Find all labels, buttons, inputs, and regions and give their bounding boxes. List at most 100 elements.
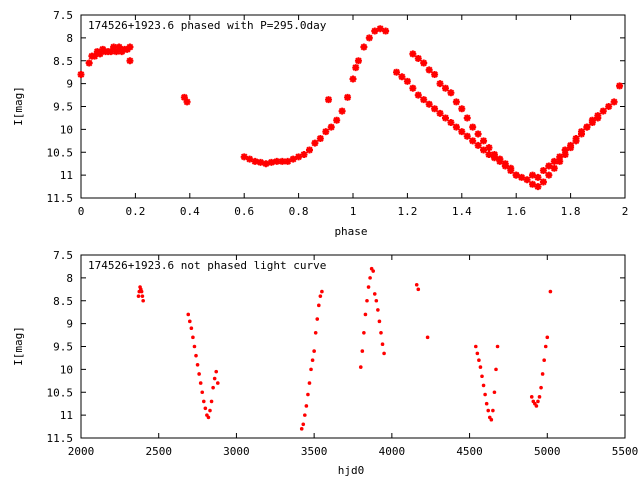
x-axis-label: hjd0: [338, 464, 365, 477]
x-tick-label: 2000: [68, 445, 95, 458]
chart-title: 174526+1923.6 not phased light curve: [88, 259, 326, 272]
data-point: [377, 319, 382, 324]
data-point: [300, 151, 308, 159]
data-point: [458, 105, 466, 113]
data-point: [91, 52, 99, 60]
data-point: [414, 91, 422, 99]
data-point: [475, 351, 480, 356]
data-point: [325, 96, 333, 104]
data-point: [306, 392, 310, 397]
data-point: [313, 330, 318, 335]
data-point: [616, 82, 624, 90]
x-tick-label: 0.2: [125, 205, 145, 218]
data-point: [139, 289, 144, 294]
x-tick-label: 1.4: [452, 205, 472, 218]
data-point: [556, 153, 564, 161]
data-point: [371, 269, 376, 273]
data-point: [534, 173, 542, 181]
data-point: [539, 178, 547, 186]
data-point: [200, 390, 205, 395]
data-point: [85, 59, 93, 67]
data-point: [382, 351, 386, 356]
data-point: [480, 146, 488, 154]
data-point: [534, 404, 539, 408]
data-point: [379, 330, 383, 335]
data-point: [485, 144, 493, 152]
data-point: [312, 349, 316, 353]
data-point: [481, 383, 486, 388]
data-point: [240, 153, 248, 161]
data-point: [317, 303, 321, 308]
data-point: [539, 167, 547, 175]
data-point: [278, 157, 286, 165]
unphased-light-curve-panel: 174526+1923.6 not phased light curve hjd…: [12, 249, 638, 477]
data-point: [344, 93, 352, 101]
data-point: [529, 171, 537, 179]
y-tick-label: 11.5: [47, 192, 74, 205]
data-point: [295, 153, 303, 161]
data-point: [561, 151, 569, 159]
data-point: [583, 123, 591, 131]
data-point: [257, 158, 265, 166]
data-point: [431, 70, 439, 78]
data-point: [545, 171, 553, 179]
data-point: [194, 353, 198, 358]
y-tick-label: 10.5: [47, 146, 74, 159]
data-point: [550, 157, 558, 165]
data-point: [605, 103, 613, 110]
data-point: [366, 285, 371, 289]
y-tick-label: 8: [66, 272, 73, 285]
x-axis-label: phase: [334, 225, 367, 238]
x-tick-label: 5000: [534, 445, 561, 458]
data-point: [251, 157, 259, 165]
data-point: [360, 43, 368, 51]
data-point: [537, 395, 542, 399]
data-point: [365, 298, 369, 303]
data-point: [362, 330, 366, 335]
data-point: [141, 298, 145, 303]
data-point: [483, 392, 487, 397]
data-point: [543, 344, 548, 349]
data-point: [368, 276, 372, 280]
data-point: [452, 123, 460, 131]
data-point: [484, 401, 489, 406]
data-point: [327, 123, 335, 131]
y-tick-label: 10.5: [47, 386, 74, 399]
data-point: [192, 344, 197, 349]
phased-light-curve-panel: 174526+1923.6 phased with P=295.0day pha…: [12, 9, 628, 238]
data-point: [115, 43, 123, 51]
data-point: [208, 408, 212, 413]
data-point: [529, 395, 534, 399]
data-point: [197, 372, 201, 376]
data-point: [209, 399, 214, 404]
y-tick-label: 11: [60, 169, 73, 182]
x-tick-label: 0.4: [180, 205, 200, 218]
data-point: [371, 27, 379, 35]
data-point: [136, 294, 141, 298]
data-point: [315, 317, 320, 321]
x-tick-label: 1.2: [397, 205, 417, 218]
data-point: [211, 385, 215, 390]
data-point: [473, 344, 478, 349]
data-point: [545, 335, 550, 340]
data-point: [425, 100, 433, 108]
data-point: [480, 137, 488, 145]
data-point: [140, 294, 145, 298]
data-point: [507, 167, 515, 175]
data-point: [215, 381, 220, 385]
data-point: [322, 128, 330, 136]
data-point: [577, 128, 585, 136]
data-point: [536, 399, 540, 404]
data-point: [289, 155, 297, 163]
x-tick-label: 0.8: [289, 205, 309, 218]
data-point: [469, 123, 477, 131]
data-point: [489, 417, 494, 422]
data-point: [77, 70, 85, 78]
data-point: [414, 282, 419, 287]
data-point: [393, 68, 401, 76]
data-point: [414, 54, 422, 62]
data-point: [480, 374, 484, 379]
data-point: [189, 326, 194, 331]
data-point: [561, 146, 569, 154]
data-point: [599, 107, 607, 115]
